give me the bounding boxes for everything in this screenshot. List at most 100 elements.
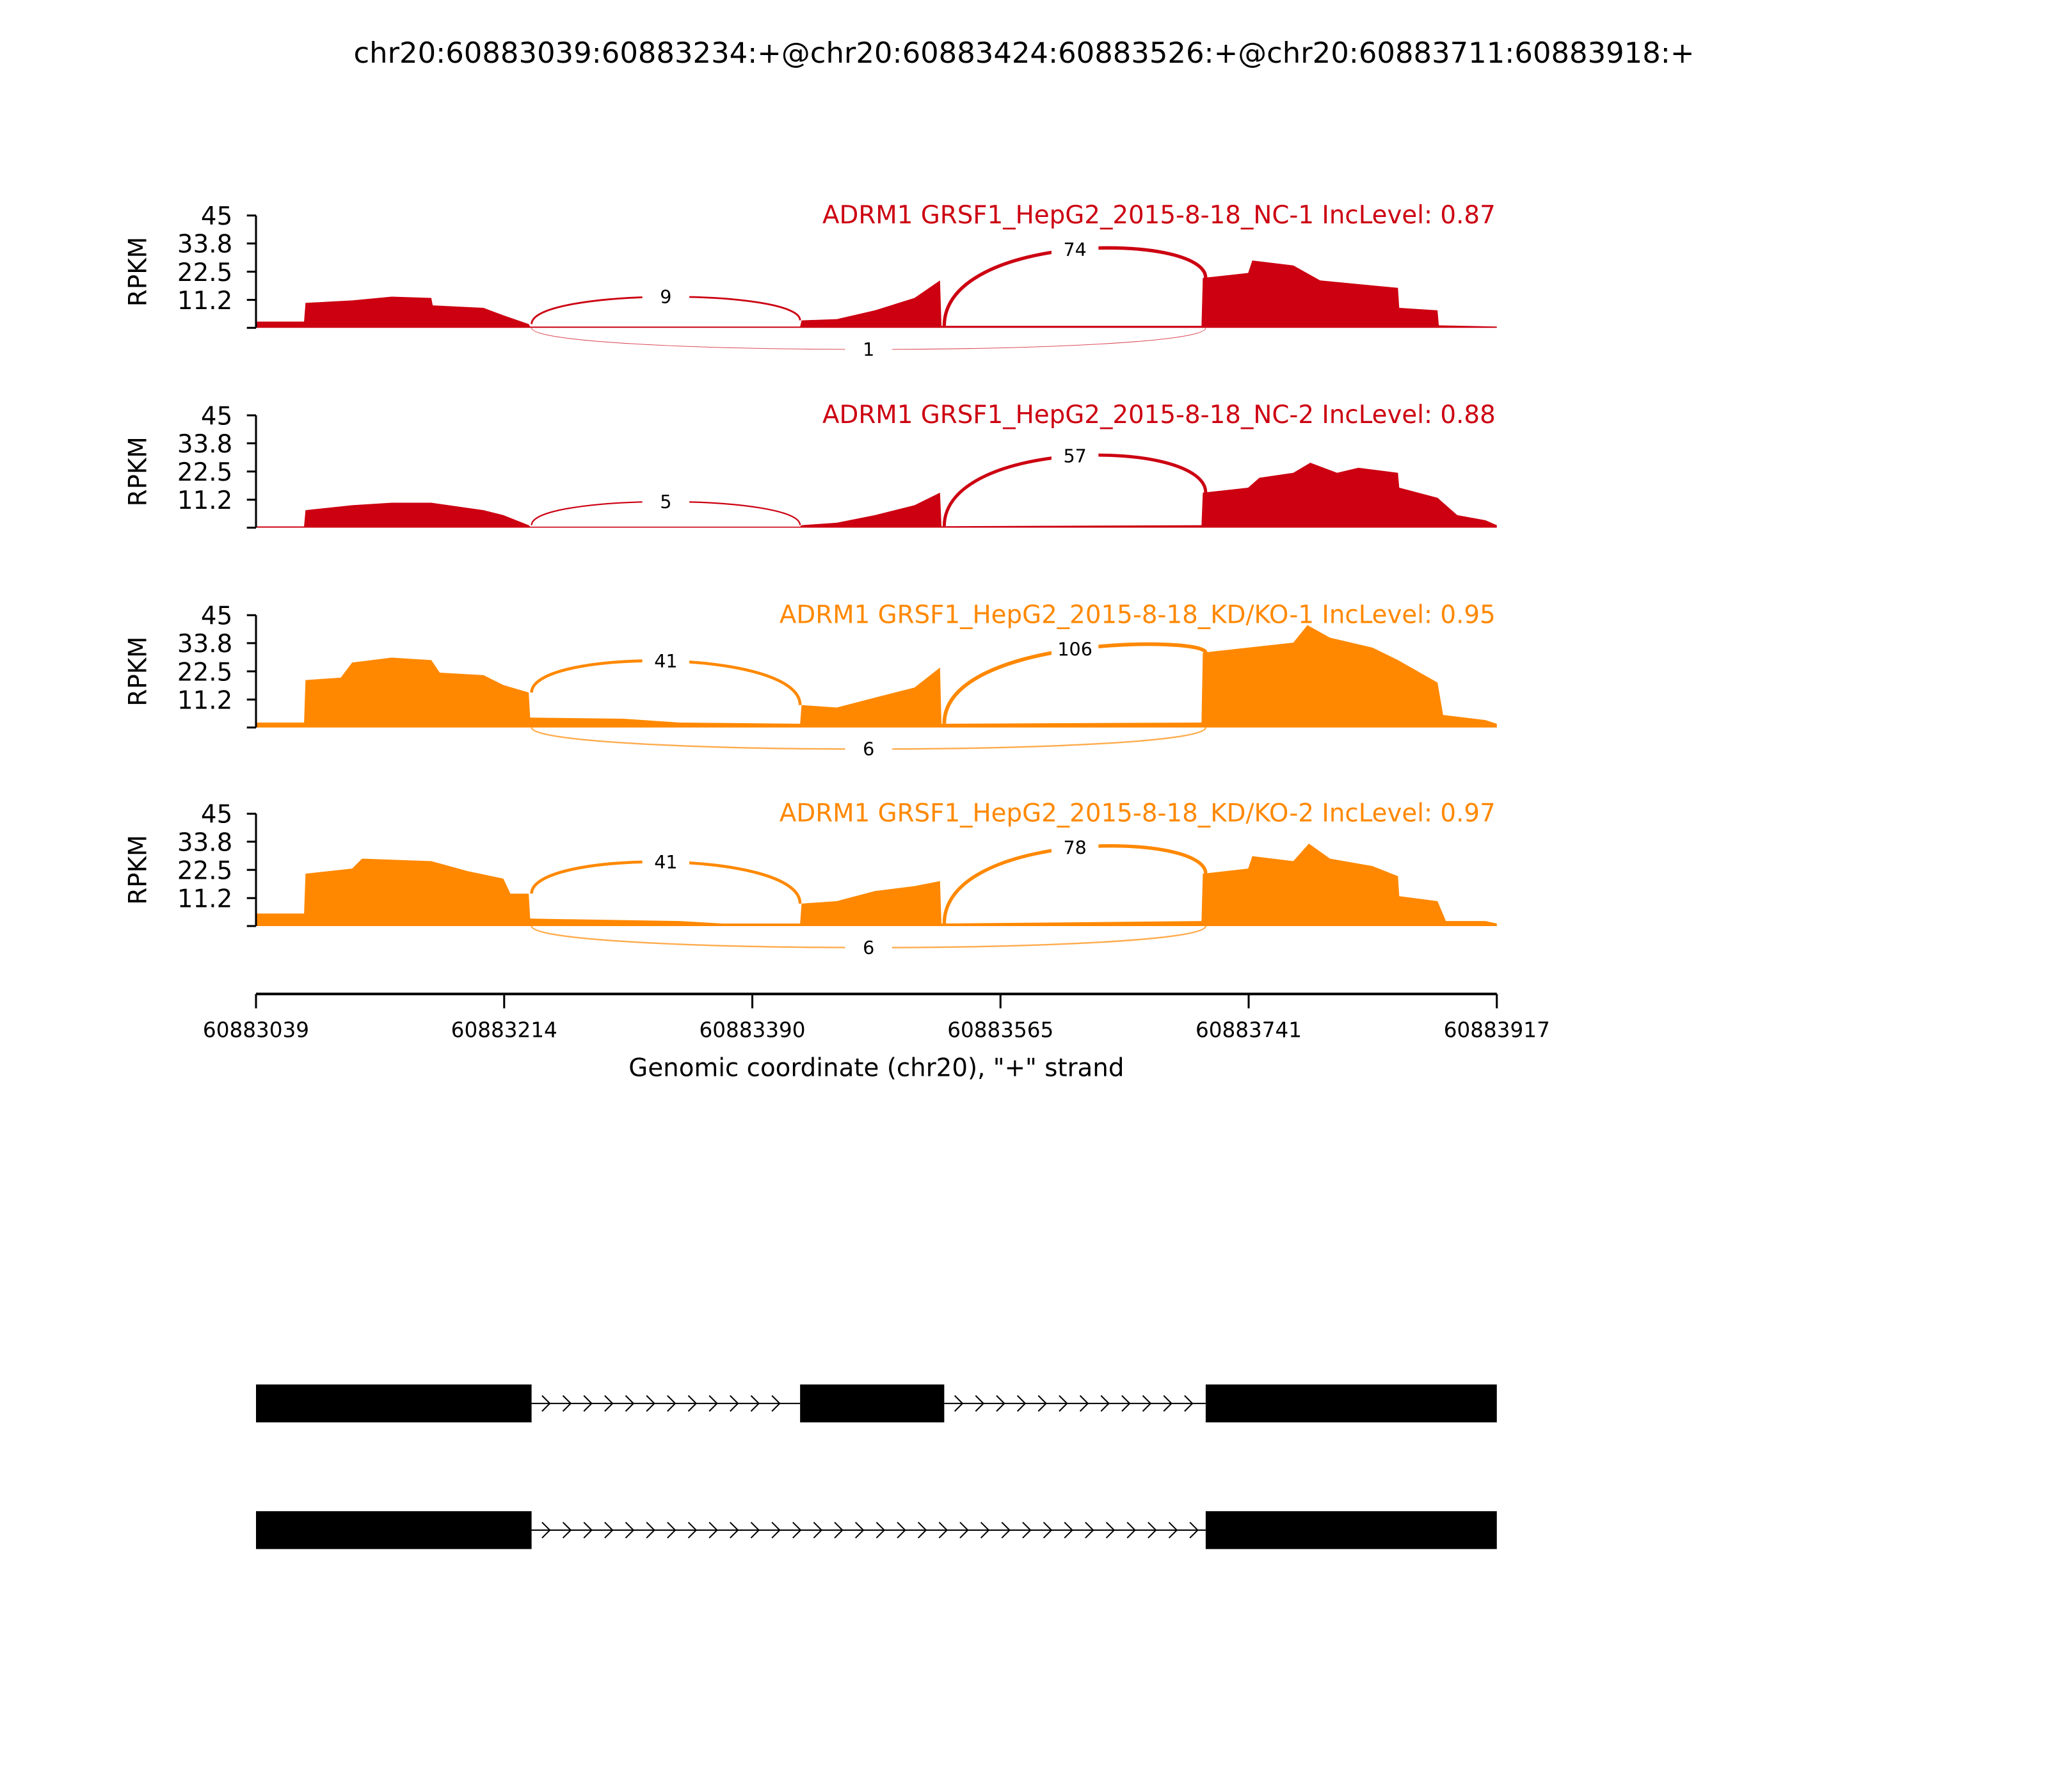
strand-arrow-icon bbox=[771, 1521, 781, 1539]
strand-arrow-icon bbox=[1079, 1395, 1089, 1412]
strand-arrow-icon bbox=[730, 1395, 739, 1412]
y-axis-label: RPKM bbox=[124, 636, 153, 706]
strand-arrow-icon bbox=[980, 1521, 990, 1539]
transcript bbox=[256, 1384, 1497, 1423]
exon-block bbox=[1205, 1384, 1497, 1423]
strand-arrow-icon bbox=[1148, 1521, 1157, 1539]
strand-arrow-icon bbox=[1126, 1521, 1136, 1539]
strand-arrow-icon bbox=[1189, 1521, 1199, 1539]
gene-model bbox=[256, 1384, 1497, 1549]
y-tick-label: 11.2 bbox=[177, 686, 232, 715]
y-tick-label: 33.8 bbox=[177, 630, 232, 659]
strand-arrow-icon bbox=[583, 1395, 593, 1412]
strand-arrow-icon bbox=[813, 1521, 823, 1539]
exon-block bbox=[256, 1511, 532, 1549]
x-tick-label: 60883390 bbox=[699, 1018, 805, 1042]
junction-count: 57 bbox=[1063, 445, 1086, 467]
strand-arrow-icon bbox=[771, 1395, 781, 1412]
y-axis-label: RPKM bbox=[124, 835, 153, 905]
strand-arrow-icon bbox=[646, 1521, 655, 1539]
strand-arrow-icon bbox=[750, 1521, 760, 1539]
coverage-area bbox=[256, 463, 1497, 528]
y-tick-label: 45 bbox=[201, 602, 232, 631]
junction-label-bg bbox=[845, 337, 892, 360]
strand-arrow-icon bbox=[646, 1395, 655, 1412]
strand-arrow-icon bbox=[1059, 1395, 1068, 1412]
strand-arrow-icon bbox=[1121, 1395, 1131, 1412]
strand-arrow-icon bbox=[625, 1521, 635, 1539]
strand-arrow-icon bbox=[1105, 1521, 1116, 1539]
strand-arrow-icon bbox=[1085, 1521, 1094, 1539]
strand-arrow-icon bbox=[854, 1521, 865, 1539]
junction-label-bg bbox=[845, 737, 892, 760]
strand-arrow-icon bbox=[1001, 1521, 1011, 1539]
strand-arrow-icon bbox=[708, 1521, 718, 1539]
junction-label-bg bbox=[1051, 637, 1099, 660]
y-axis-label: RPKM bbox=[124, 436, 153, 506]
strand-arrow-icon bbox=[730, 1521, 739, 1539]
junction-count: 74 bbox=[1063, 239, 1086, 260]
y-tick-label: 11.2 bbox=[177, 885, 232, 914]
strand-arrow-icon bbox=[687, 1521, 698, 1539]
junction-label-bg bbox=[642, 649, 690, 671]
junction-label-bg bbox=[642, 285, 690, 308]
strand-arrow-icon bbox=[750, 1395, 760, 1412]
y-tick-label: 11.2 bbox=[177, 486, 232, 515]
junction-count: 6 bbox=[863, 739, 874, 760]
strand-arrow-icon bbox=[876, 1521, 886, 1539]
strand-arrow-icon bbox=[1184, 1395, 1194, 1412]
x-tick-label: 60883917 bbox=[1444, 1018, 1550, 1042]
strand-arrow-icon bbox=[959, 1521, 969, 1539]
strand-arrow-icon bbox=[708, 1395, 718, 1412]
sample-label: ADRM1 GRSF1_HepG2_2015-8-18_KD/KO-1 IncL… bbox=[780, 600, 1496, 629]
strand-arrow-icon bbox=[604, 1395, 614, 1412]
junction-count: 41 bbox=[654, 851, 677, 873]
strand-arrow-icon bbox=[917, 1521, 927, 1539]
x-axis: Genomic coordinate (chr20), "+" strand 6… bbox=[203, 993, 1550, 1083]
junction-count: 9 bbox=[660, 286, 671, 308]
exon-block bbox=[1205, 1511, 1497, 1549]
y-tick-label: 45 bbox=[201, 801, 232, 829]
junction-count: 41 bbox=[654, 650, 677, 672]
sample-label: ADRM1 GRSF1_HepG2_2015-8-18_NC-2 IncLeve… bbox=[822, 401, 1496, 429]
strand-arrow-icon bbox=[541, 1395, 551, 1412]
strand-arrow-icon bbox=[604, 1521, 614, 1539]
transcript bbox=[256, 1511, 1497, 1549]
strand-arrow-icon bbox=[1163, 1395, 1172, 1412]
junction-label-bg bbox=[1051, 444, 1099, 467]
strand-arrow-icon bbox=[938, 1521, 948, 1539]
junction-label-bg bbox=[845, 936, 892, 958]
sample-label: ADRM1 GRSF1_HepG2_2015-8-18_KD/KO-2 IncL… bbox=[780, 799, 1496, 828]
y-tick-label: 22.5 bbox=[177, 458, 232, 487]
y-axis-label: RPKM bbox=[124, 237, 153, 307]
strand-arrow-icon bbox=[996, 1395, 1005, 1412]
junction-label-bg bbox=[1051, 237, 1099, 260]
y-tick-label: 22.5 bbox=[177, 259, 232, 287]
strand-arrow-icon bbox=[1064, 1521, 1073, 1539]
junction-count: 106 bbox=[1057, 638, 1092, 660]
exon-block bbox=[256, 1384, 532, 1423]
strand-arrow-icon bbox=[792, 1521, 802, 1539]
x-tick-label: 60883741 bbox=[1196, 1018, 1302, 1042]
coverage-area bbox=[256, 844, 1497, 926]
strand-arrow-icon bbox=[954, 1395, 964, 1412]
strand-arrow-icon bbox=[975, 1395, 985, 1412]
y-tick-label: 22.5 bbox=[177, 658, 232, 687]
junction-label-bg bbox=[1051, 836, 1099, 858]
x-tick-label: 60883039 bbox=[203, 1018, 309, 1042]
strand-arrow-icon bbox=[897, 1521, 906, 1539]
y-tick-label: 33.8 bbox=[177, 430, 232, 459]
strand-arrow-icon bbox=[1043, 1521, 1053, 1539]
y-tick-label: 22.5 bbox=[177, 856, 232, 885]
y-tick-label: 33.8 bbox=[177, 828, 232, 857]
y-tick-label: 33.8 bbox=[177, 230, 232, 259]
exon-block bbox=[800, 1384, 945, 1423]
strand-arrow-icon bbox=[687, 1395, 698, 1412]
sample-label: ADRM1 GRSF1_HepG2_2015-8-18_NC-1 IncLeve… bbox=[822, 201, 1496, 230]
strand-arrow-icon bbox=[562, 1521, 572, 1539]
strand-arrow-icon bbox=[1037, 1395, 1048, 1412]
y-tick-label: 45 bbox=[201, 402, 232, 431]
